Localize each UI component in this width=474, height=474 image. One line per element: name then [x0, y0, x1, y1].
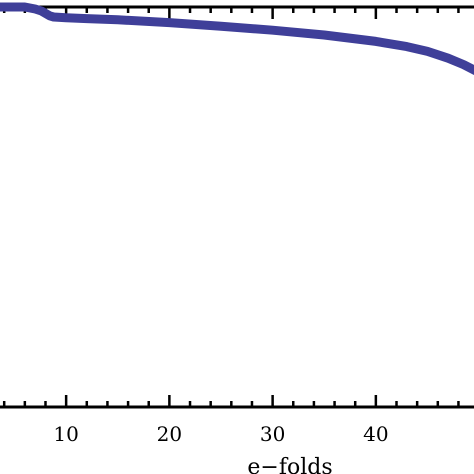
- plot-frame: [0, 5, 474, 409]
- x-tick-label: 20: [157, 422, 182, 446]
- series-group: [0, 2, 474, 76]
- x-tick-label: 30: [260, 422, 285, 446]
- series-line-0: [0, 2, 474, 76]
- tick-labels: 10 20 30 40: [53, 422, 388, 446]
- x-tick-label: 10: [53, 422, 78, 446]
- tick-marks: [2, 7, 460, 407]
- x-axis-title: e−folds: [247, 455, 332, 474]
- x-tick-label: 40: [363, 422, 388, 446]
